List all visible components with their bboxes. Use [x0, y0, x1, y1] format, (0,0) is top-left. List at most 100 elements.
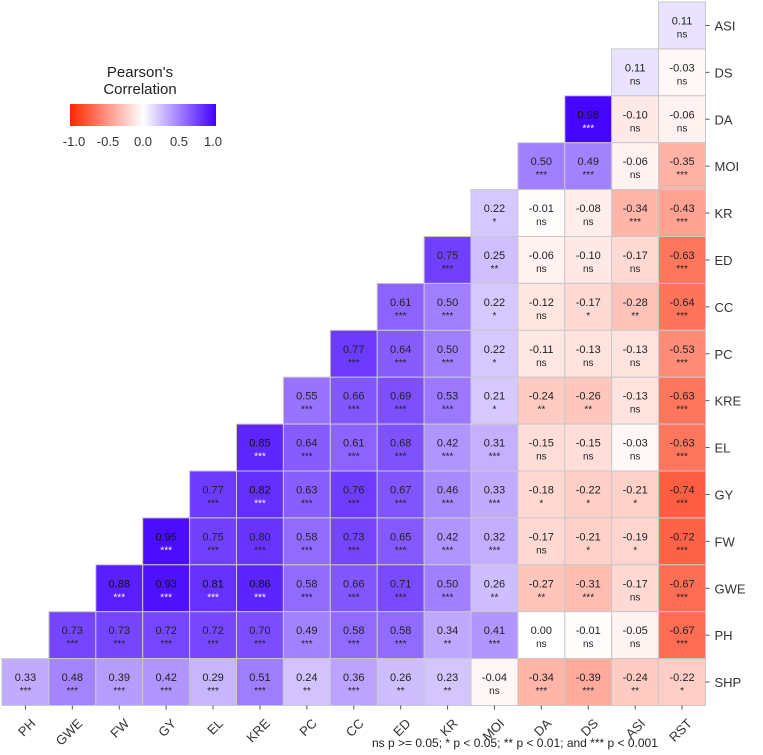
heatmap-cell: -0.13 ns: [611, 329, 660, 378]
cell-value-label: 0.29: [202, 672, 223, 684]
cell-significance-label: ***: [489, 545, 501, 556]
cell-significance-label: *: [633, 545, 637, 556]
cell-significance-label: ***: [395, 498, 407, 509]
cell-value-label: -0.34: [623, 203, 648, 215]
legend-title: Pearson's Correlation: [60, 64, 220, 98]
heatmap-cell-fill: [470, 329, 519, 378]
cell-significance-label: ***: [301, 452, 313, 463]
cell-value-label: 0.50: [437, 344, 458, 356]
heatmap-cell-fill: [376, 282, 425, 331]
cell-significance-label: ***: [629, 217, 641, 228]
cell-significance-label: **: [537, 405, 545, 416]
cell-significance-label: ns: [630, 405, 641, 416]
legend-tick-label: 1.0: [203, 134, 223, 149]
heatmap-cell-fill: [376, 564, 425, 613]
heatmap-cell-fill: [470, 470, 519, 519]
cell-significance-label: ***: [301, 592, 313, 603]
heatmap-cell-fill: [142, 611, 191, 660]
cell-significance-label: **: [397, 686, 405, 697]
heatmap-cell: -0.26 **: [564, 376, 613, 425]
cell-significance-label: ***: [113, 639, 125, 650]
heatmap-cell: 0.58 ***: [282, 564, 331, 613]
heatmap-cell-fill: [564, 376, 613, 425]
heatmap-cell: 0.32 ***: [470, 517, 519, 566]
heatmap-cell: 0.49 ***: [282, 611, 331, 660]
cell-value-label: 0.48: [62, 672, 83, 684]
cell-value-label: 0.67: [390, 484, 411, 496]
heatmap-cell-fill: [329, 470, 378, 519]
heatmap-cell-fill: [470, 423, 519, 472]
heatmap-cell-fill: [517, 282, 566, 331]
cell-value-label: 0.98: [578, 109, 599, 121]
heatmap-cell-fill: [236, 423, 284, 472]
cell-significance-label: ns: [583, 639, 594, 650]
heatmap-cell: 0.53 ***: [423, 376, 472, 425]
heatmap-cell-fill: [470, 189, 519, 238]
cell-value-label: 0.55: [296, 391, 317, 403]
heatmap-cell: 0.72 ***: [189, 611, 238, 660]
cell-significance-label: ***: [395, 452, 407, 463]
cell-value-label: 0.61: [390, 297, 411, 309]
cell-value-label: 0.25: [484, 250, 505, 262]
heatmap-cell: -0.13 ns: [564, 329, 613, 378]
heatmap-cell: -0.22 *: [658, 658, 706, 706]
cell-value-label: 0.80: [249, 531, 270, 543]
heatmap-cell-fill: [611, 142, 660, 191]
cell-significance-label: ***: [254, 592, 266, 603]
cell-value-label: 0.81: [202, 578, 223, 590]
heatmap-cell-fill: [611, 423, 660, 472]
cell-value-label: 0.33: [15, 672, 36, 684]
heatmap-cell-fill: [564, 470, 613, 519]
heatmap-cell-fill: [658, 95, 706, 144]
heatmap-cell: 0.66 ***: [329, 376, 378, 425]
cell-value-label: 0.32: [484, 531, 505, 543]
y-axis-label: FW: [715, 534, 736, 549]
heatmap-cell: 0.73 ***: [95, 611, 144, 660]
cell-significance-label: ***: [395, 311, 407, 322]
heatmap-cell-fill: [423, 423, 472, 472]
cell-value-label: -0.22: [576, 484, 601, 496]
cell-significance-label: ***: [676, 452, 688, 463]
cell-significance-label: *: [492, 358, 496, 369]
heatmap-cell-fill: [658, 517, 706, 566]
heatmap-cell-fill: [329, 564, 378, 613]
heatmap-cell: -0.06 ns: [658, 95, 706, 144]
cell-significance-label: ***: [582, 123, 594, 134]
heatmap-cell: -0.17 ns: [517, 517, 566, 566]
cell-value-label: -0.24: [529, 391, 554, 403]
cell-significance-label: ns: [677, 76, 688, 87]
legend-tick: [70, 126, 71, 130]
heatmap-cell-fill: [658, 376, 706, 425]
heatmap-cell: 0.63 ***: [282, 470, 331, 519]
cell-value-label: -0.04: [482, 672, 507, 684]
heatmap-cell: -0.27 **: [517, 564, 566, 613]
x-axis-label: PH: [15, 716, 38, 739]
cell-value-label: 0.41: [484, 625, 505, 637]
cell-value-label: 0.50: [437, 297, 458, 309]
heatmap-cell-fill: [517, 611, 566, 660]
cell-significance-label: ***: [442, 358, 454, 369]
heatmap-cell: -0.24 **: [611, 658, 660, 706]
heatmap-cell-fill: [658, 142, 706, 191]
heatmap-cell-fill: [95, 658, 144, 706]
cell-value-label: 0.00: [531, 625, 552, 637]
heatmap-cell-fill: [142, 564, 191, 613]
heatmap-cell: -0.67 ***: [658, 564, 706, 613]
cell-significance-label: ***: [442, 545, 454, 556]
heatmap-cell-fill: [564, 142, 613, 191]
cell-value-label: 0.50: [437, 578, 458, 590]
cell-value-label: 0.76: [343, 484, 364, 496]
heatmap-cell: 0.73 ***: [329, 517, 378, 566]
heatmap-cell: 0.76 ***: [329, 470, 378, 519]
cell-significance-label: ***: [395, 405, 407, 416]
cell-value-label: -0.15: [576, 438, 601, 450]
cell-value-label: -0.22: [670, 672, 695, 684]
legend-tick-label: -0.5: [96, 134, 120, 149]
heatmap-cell-fill: [470, 376, 519, 425]
heatmap-cell: 0.22 *: [470, 329, 519, 378]
heatmap-cell-fill: [236, 658, 284, 706]
heatmap-cell-fill: [611, 470, 660, 519]
heatmap-cell: 0.58 ***: [282, 517, 331, 566]
cell-significance-label: **: [537, 592, 545, 603]
